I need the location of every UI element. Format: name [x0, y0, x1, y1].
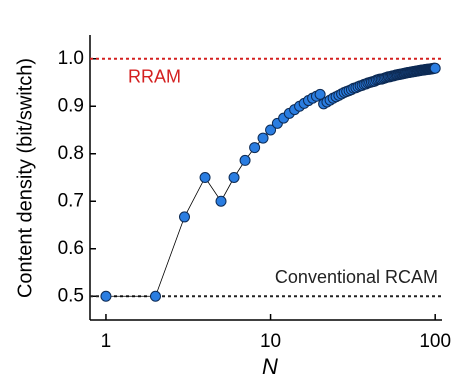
- x-tick-label: 10: [260, 331, 281, 352]
- y-tick-label: 0.9: [58, 95, 84, 116]
- reference-label: Conventional RCAM: [275, 267, 438, 287]
- data-point: [314, 88, 326, 100]
- x-tick-label: 100: [419, 331, 451, 352]
- data-point: [257, 132, 269, 144]
- data-point: [429, 62, 441, 74]
- series-line: [105, 67, 436, 297]
- data-point: [199, 172, 211, 183]
- data-point: [178, 211, 190, 223]
- y-tick-label: 0.5: [58, 285, 84, 306]
- data-point: [228, 172, 240, 183]
- data-point: [239, 154, 251, 166]
- y-tick-label: 1.0: [58, 48, 84, 69]
- data-point: [215, 195, 227, 207]
- reference-label: RRAM: [128, 67, 181, 87]
- data-point: [150, 290, 162, 302]
- y-tick-label: 0.6: [58, 238, 84, 259]
- data-point: [100, 290, 112, 302]
- x-tick-label: 1: [101, 331, 112, 352]
- y-tick-label: 0.8: [58, 143, 84, 164]
- data-point: [249, 142, 261, 154]
- x-axis-label: N: [262, 354, 278, 379]
- y-tick-label: 0.7: [58, 190, 84, 211]
- y-axis-label: Content density (bit/switch): [14, 58, 36, 298]
- data-point: [265, 124, 277, 136]
